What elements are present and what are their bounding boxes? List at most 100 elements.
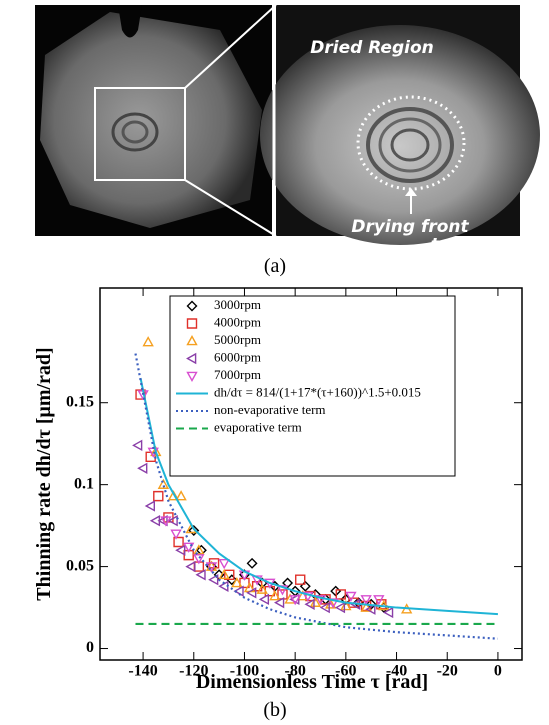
- data-point: [170, 529, 182, 540]
- data-point: [282, 577, 294, 589]
- legend-marker: [186, 352, 197, 365]
- zoom-line: [184, 179, 277, 237]
- data-point: [142, 336, 154, 347]
- data-point: [163, 512, 174, 523]
- y-tick-label: 0.05: [66, 557, 94, 574]
- arrow-head: [405, 188, 417, 196]
- data-point: [205, 562, 218, 573]
- y-tick-label: 0.15: [66, 393, 94, 410]
- legend-label: 3000rpm: [214, 297, 261, 312]
- data-point: [289, 595, 301, 606]
- front-label: Drying front: [351, 217, 469, 237]
- data-point: [382, 606, 394, 619]
- data-point: [314, 595, 327, 606]
- ring: [121, 120, 149, 144]
- data-point: [157, 478, 170, 489]
- x-tick-label: -120: [179, 663, 208, 680]
- data-point: [319, 601, 330, 614]
- x-tick-label: -140: [128, 663, 157, 680]
- notch: [118, 5, 142, 38]
- data-point: [231, 577, 243, 588]
- data-point: [302, 591, 314, 603]
- x-tick-label: -80: [284, 663, 305, 680]
- x-tick-label: -60: [335, 663, 356, 680]
- data-point: [320, 594, 331, 605]
- region-label: Dried Region: [310, 38, 434, 58]
- legend-label: non-evaporative term: [214, 402, 326, 417]
- data-point: [327, 598, 339, 609]
- curve: [139, 377, 498, 616]
- time-label: t=0.44s: [431, 235, 505, 255]
- data-point: [334, 601, 346, 614]
- data-point: [144, 500, 155, 512]
- caption: (a): [264, 255, 286, 277]
- data-point: [373, 595, 385, 606]
- data-point: [195, 569, 206, 581]
- ring: [366, 107, 454, 183]
- legend-label: 4000rpm: [214, 314, 261, 329]
- data-point: [340, 599, 352, 611]
- data-point: [276, 585, 289, 596]
- y-axis-label: Thinning rate dh/dτ [μm/rad]: [33, 347, 55, 600]
- data-point: [246, 587, 257, 599]
- data-point: [218, 559, 230, 570]
- data-point: [256, 583, 268, 594]
- data-point: [224, 569, 235, 580]
- data-point: [295, 574, 306, 585]
- data-point: [183, 549, 194, 561]
- x-tick-label: 0: [494, 663, 502, 680]
- data-point: [188, 525, 200, 537]
- data-point: [208, 574, 219, 586]
- data-point: [269, 590, 281, 601]
- caption: (b): [263, 699, 286, 721]
- ring: [378, 117, 442, 173]
- data-point: [153, 490, 164, 502]
- data-point: [345, 591, 357, 603]
- x-tick-label: -40: [386, 663, 407, 680]
- data-point: [185, 560, 196, 573]
- data-point: [233, 585, 244, 597]
- data-point: [183, 542, 195, 553]
- legend-label: 7000rpm: [214, 367, 261, 382]
- legend-label: 5000rpm: [214, 332, 261, 347]
- x-tick-label: -20: [437, 663, 458, 680]
- data-point: [175, 544, 186, 556]
- drying-front-outline: [356, 95, 466, 191]
- data-point: [335, 589, 346, 600]
- zoom-line: [184, 4, 277, 89]
- legend-marker: [186, 371, 198, 382]
- data-point: [137, 462, 148, 474]
- legend-label: 6000rpm: [214, 349, 261, 364]
- data-point: [218, 568, 230, 580]
- y-tick-label: 0: [86, 639, 94, 656]
- time-label: t=0.21s: [128, 235, 202, 255]
- data-point: [167, 515, 178, 527]
- data-point: [193, 544, 205, 555]
- data-point: [246, 557, 258, 569]
- legend-marker: [186, 300, 198, 312]
- data-point: [365, 603, 376, 615]
- data-point: [160, 516, 172, 527]
- data-point: [132, 439, 143, 452]
- data-point: [258, 593, 270, 606]
- curve: [134, 353, 498, 640]
- ring: [390, 128, 430, 162]
- zoom-box: [94, 87, 186, 181]
- data-point: [145, 451, 156, 462]
- data-point: [274, 596, 285, 609]
- y-tick-label: 0.1: [74, 475, 94, 492]
- data-point: [360, 601, 372, 612]
- data-point: [360, 595, 372, 606]
- film-zoom: [260, 25, 540, 245]
- data-point: [150, 445, 162, 457]
- x-axis-label: Dimensionless Time τ [rad]: [196, 671, 428, 693]
- data-point: [251, 575, 263, 586]
- data-point: [193, 554, 205, 565]
- legend-label: dh/dτ = 814/(1+17*(τ+160))^1.5+0.015: [214, 384, 421, 399]
- legend-label: evaporative term: [214, 419, 302, 434]
- legend-box: [169, 295, 456, 477]
- legend-marker: [186, 318, 198, 329]
- data-point: [175, 490, 187, 501]
- data-point: [309, 596, 322, 607]
